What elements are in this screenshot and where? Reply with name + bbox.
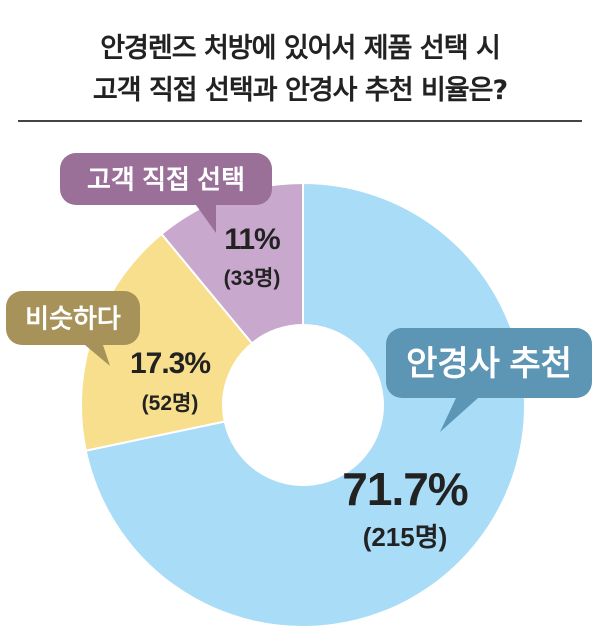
callout-bubble-similar	[6, 291, 140, 345]
slice-optician-recommendation	[84, 181, 526, 628]
callout-label-customer-choice: 고객 직접 선택	[87, 164, 245, 194]
slice-similar	[80, 232, 254, 452]
data-label-count-optician-recommendation: (215명)	[363, 522, 448, 552]
callout-label-optician-recommendation: 안경사 추천	[406, 345, 572, 383]
callout-bubble-optician-recommendation	[386, 328, 592, 398]
title-divider	[18, 120, 582, 122]
callout-bubble-customer-choice	[60, 153, 272, 205]
callout-label-similar: 비슷하다	[25, 303, 121, 333]
data-label-count-customer-choice: (33명)	[224, 267, 281, 290]
chart-title-line-2: 고객 직접 선택과 안경사 추천 비율은?	[92, 75, 508, 106]
callout-tail-similar	[85, 345, 110, 366]
slice-customer-choice	[160, 181, 304, 345]
callout-tail-customer-choice	[196, 205, 216, 233]
data-label-pct-optician-recommendation: 71.7%	[342, 463, 468, 515]
data-label-count-similar: (52명)	[142, 392, 199, 415]
callout-tail-optician-recommendation	[440, 398, 478, 432]
chart-title-line-1: 안경렌즈 처방에 있어서 제품 선택 시	[100, 33, 501, 64]
data-label-pct-similar: 17.3%	[130, 347, 210, 380]
data-label-pct-customer-choice: 11%	[224, 223, 280, 256]
